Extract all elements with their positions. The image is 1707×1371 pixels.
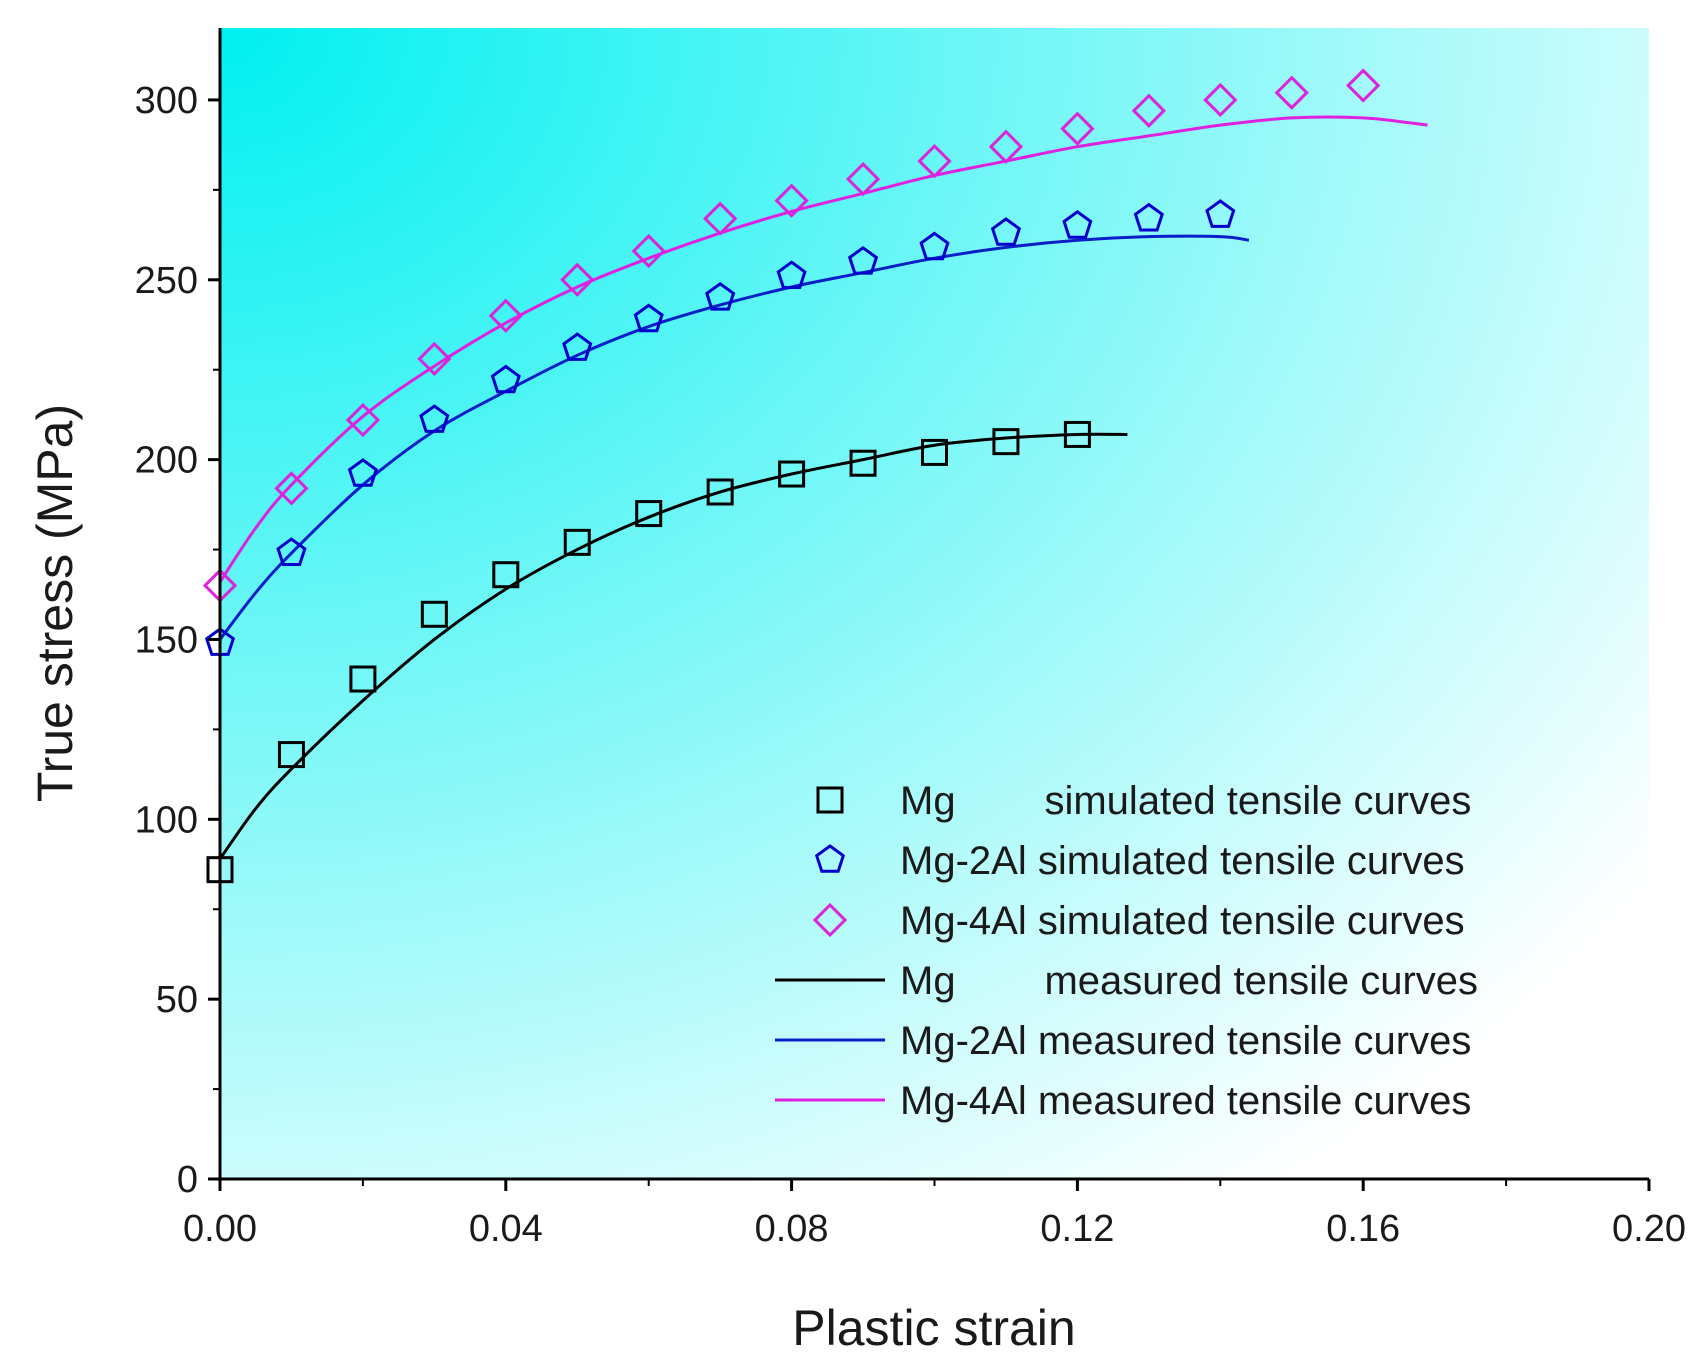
x-axis-title: Plastic strain (792, 1300, 1075, 1356)
y-tick-label: 50 (156, 979, 198, 1021)
simulated-point-mg (349, 665, 377, 693)
simulated-point-mg-2al (347, 458, 378, 487)
measured-curve-mg-4al (218, 115, 1428, 583)
x-tick-label: 0.04 (469, 1208, 543, 1250)
simulated-point-mg (420, 600, 448, 628)
legend-marker-mg-4al (812, 902, 848, 938)
simulated-point-mg (563, 528, 591, 556)
simulated-point-mg-4al (417, 341, 452, 377)
simulated-point-mg (1063, 420, 1091, 448)
simulated-point-mg-4al (1203, 82, 1238, 118)
y-tick-label: 300 (135, 80, 198, 122)
curves-layer (218, 115, 1428, 860)
simulated-point-mg-2al (419, 404, 450, 433)
simulated-point-mg-2al (633, 303, 664, 333)
y-tick-label: 250 (135, 260, 198, 302)
x-tick-label: 0.08 (755, 1208, 829, 1250)
y-axis-title: True stress (MPa) (27, 404, 83, 802)
y-tick-label: 100 (135, 799, 198, 841)
axes: 0 50 100 150 200 250 300 0.00 0.04 0.08 0.12 0.16 0.… (135, 28, 1686, 1250)
legend-label: Mg-4Al simulated tensile curves (900, 899, 1465, 943)
legend-marker-mg (816, 786, 844, 814)
simulated-point-mg-2al (705, 281, 736, 311)
x-tick-label: 0.00 (183, 1208, 257, 1250)
legend-label: Mg-2Al simulated tensile curves (900, 839, 1465, 883)
x-tick-label: 0.20 (1612, 1208, 1686, 1250)
simulated-point-mg-4al (488, 298, 523, 333)
y-tick-label: 0 (177, 1159, 198, 1201)
measured-curve-mg-2al (218, 234, 1250, 641)
simulated-point-mg-4al (274, 471, 309, 506)
simulated-point-mg-2al (276, 537, 307, 566)
simulated-point-mg-4al (560, 262, 595, 297)
simulated-point-mg (706, 478, 734, 506)
simulated-point-mg-4al (631, 233, 666, 269)
simulated-point-mg-2al (562, 332, 593, 361)
simulated-point-mg-4al (988, 129, 1024, 164)
simulated-point-mg-2al (1062, 209, 1093, 239)
simulated-point-mg (277, 741, 305, 769)
simulated-point-mg-2al (776, 260, 807, 289)
legend-label: Mg measured tensile curves (900, 959, 1478, 1003)
simulated-point-mg-2al (490, 364, 521, 394)
simulated-point-mg-4al (345, 402, 381, 438)
plot-background (220, 28, 1649, 1179)
legend: Mg simulated tensile curves Mg-2Al simula… (775, 779, 1478, 1123)
simulated-point-mg (635, 500, 663, 528)
measured-curve-mg (218, 432, 1128, 860)
y-tick-label: 200 (135, 440, 198, 482)
simulated-point-mg (921, 438, 948, 466)
legend-label: Mg-4Al measured tensile curves (900, 1079, 1471, 1123)
simulated-point-mg-4al (703, 201, 738, 236)
simulated-point-mg (992, 428, 1020, 456)
simulated-point-mg-2al (919, 231, 950, 261)
legend-label: Mg-2Al measured tensile curves (900, 1019, 1471, 1063)
simulated-point-mg-4al (845, 161, 881, 197)
simulated-point-mg-4al (1346, 68, 1381, 103)
simulated-point-mg-2al (847, 245, 879, 275)
simulated-point-mg (778, 460, 806, 488)
simulated-point-mg-2al (1205, 199, 1236, 228)
x-tick-label: 0.16 (1326, 1208, 1400, 1250)
simulated-point-mg (849, 449, 877, 477)
simulated-point-mg-4al (917, 143, 952, 179)
x-tick-label: 0.12 (1040, 1208, 1114, 1250)
simulated-point-mg-2al (990, 217, 1022, 246)
simulated-point-mg (492, 561, 520, 589)
simulated-point-mg-4al (1060, 111, 1095, 146)
y-tick-label: 150 (135, 619, 198, 661)
simulated-point-mg-4al (1274, 75, 1309, 110)
simulated-point-mg-4al (1131, 93, 1166, 128)
legend-label: Mg simulated tensile curves (900, 779, 1471, 823)
legend-marker-mg-2al (814, 844, 846, 873)
simulated-point-mg-2al (1133, 202, 1164, 232)
simulated-point-mg-4al (774, 183, 809, 218)
